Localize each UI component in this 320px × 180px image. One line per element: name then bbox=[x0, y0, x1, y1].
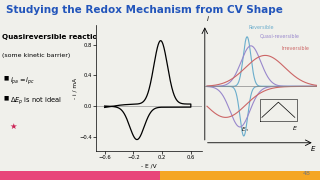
Text: Reversible: Reversible bbox=[249, 25, 274, 30]
Text: Quasi-reversible: Quasi-reversible bbox=[260, 34, 300, 39]
X-axis label: - E /V: - E /V bbox=[141, 163, 156, 168]
Bar bbox=[0, 171, 160, 180]
Text: Irreversible: Irreversible bbox=[282, 46, 309, 51]
Text: $E$: $E$ bbox=[292, 124, 298, 132]
Text: Quasireversible reaction: Quasireversible reaction bbox=[2, 33, 102, 40]
Text: $i$: $i$ bbox=[206, 14, 210, 23]
Text: (some kinetic barrier): (some kinetic barrier) bbox=[2, 53, 70, 58]
Text: $\Delta E_p$ is not ideal: $\Delta E_p$ is not ideal bbox=[10, 95, 61, 107]
Text: Studying the Redox Mechanism from CV Shape: Studying the Redox Mechanism from CV Sha… bbox=[6, 5, 283, 15]
Text: ■: ■ bbox=[4, 76, 12, 81]
Text: ■: ■ bbox=[4, 95, 12, 100]
Y-axis label: - i / mA: - i / mA bbox=[73, 78, 78, 99]
Text: 48: 48 bbox=[302, 171, 310, 176]
Text: ★: ★ bbox=[10, 122, 17, 131]
Text: $E_\circ$: $E_\circ$ bbox=[241, 125, 250, 133]
Bar bbox=[160, 171, 320, 180]
Text: $i_{pa} = i_{pc}$: $i_{pa} = i_{pc}$ bbox=[10, 76, 35, 87]
Text: $E$: $E$ bbox=[310, 144, 317, 153]
